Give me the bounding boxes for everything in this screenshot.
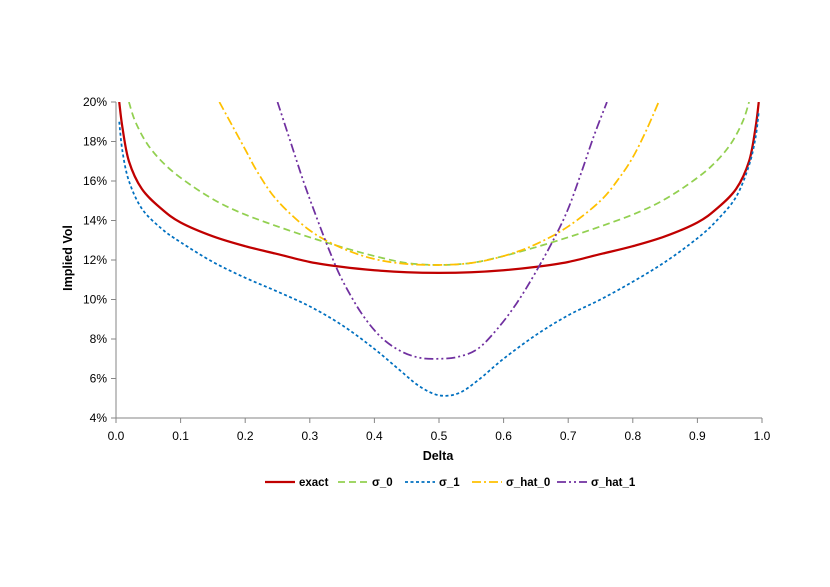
x-tick-label: 1.0: [754, 429, 771, 443]
legend-label: σ_1: [439, 477, 460, 489]
y-tick-label: 16%: [83, 174, 107, 188]
x-tick-label: 0.8: [624, 429, 641, 443]
series-line-σ_hat_0: [218, 102, 660, 266]
legend-label: σ_hat_0: [506, 477, 550, 489]
y-axis-title: Implied Vol: [61, 225, 75, 291]
y-tick-label: 12%: [83, 253, 107, 267]
legend-label: σ_0: [372, 477, 393, 489]
y-tick-label: 18%: [83, 135, 107, 149]
x-tick-label: 0.3: [301, 429, 318, 443]
y-tick-label: 4%: [90, 411, 108, 425]
x-tick-label: 0.6: [495, 429, 512, 443]
series-line-σ_hat_1: [276, 102, 608, 360]
series-line-exact: [118, 102, 760, 274]
x-tick-label: 0.0: [108, 429, 125, 443]
series-group: [118, 102, 760, 397]
x-tick-label: 0.2: [237, 429, 254, 443]
x-tick-label: 0.1: [172, 429, 189, 443]
series-line-σ_1: [118, 111, 760, 397]
y-tick-label: 14%: [83, 214, 107, 228]
x-tick-label: 0.7: [560, 429, 577, 443]
y-tick-label: 20%: [83, 95, 107, 109]
legend-label: exact: [299, 477, 329, 489]
y-tick-label: 6%: [90, 372, 108, 386]
x-axis-ticks: 0.0 0.1 0.2 0.3 0.4 0.5 0.6 0.7 0.8 0.9 1.0: [108, 418, 771, 443]
x-tick-label: 0.5: [431, 429, 448, 443]
legend: exact σ_0 σ_1 σ_hat_0 σ_hat_1: [265, 477, 636, 489]
y-tick-label: 10%: [83, 293, 107, 307]
x-tick-label: 0.9: [689, 429, 706, 443]
y-tick-label: 8%: [90, 332, 108, 346]
x-tick-label: 0.4: [366, 429, 383, 443]
y-axis-ticks: 4% 6% 8% 10% 12% 14% 16% 18% 20%: [83, 95, 116, 425]
x-axis-title: Delta: [423, 449, 455, 463]
legend-label: σ_hat_1: [591, 477, 636, 489]
